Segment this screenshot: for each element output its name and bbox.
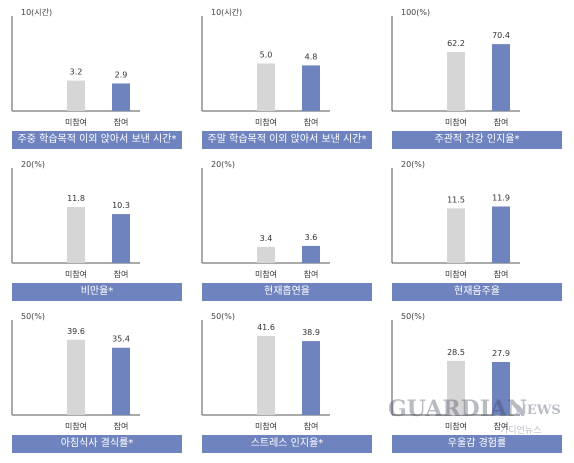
bar-chart: 50(%) 28.5 미참여 27.9 참여 (391, 312, 520, 431)
bar-participant (112, 347, 130, 415)
bar-value-label: 39.6 (67, 327, 85, 336)
category-label: 참여 (494, 421, 509, 431)
bar-value-label: 62.2 (447, 39, 465, 48)
y-axis-max-label: 20(%) (21, 160, 45, 169)
bar-value-label: 27.9 (492, 349, 510, 358)
bar-chart: 10(시간) 3.2 미참여 2.9 참여 (11, 7, 140, 127)
category-label: 미참여 (445, 117, 467, 127)
category-label: 참여 (494, 117, 509, 127)
bar-value-label: 11.5 (447, 195, 465, 204)
category-label: 참여 (114, 421, 129, 431)
bar-participant (492, 361, 510, 415)
bar-participant (302, 245, 320, 263)
bar-chart: 50(%) 41.6 미참여 38.9 참여 (201, 312, 330, 431)
bar-value-label: 35.4 (112, 335, 130, 344)
chart-title-banner: 아침식사 결식률* (12, 435, 182, 453)
y-axis-max-label: 50(%) (21, 312, 45, 321)
bar-nonparticipant (257, 246, 275, 263)
category-label: 참여 (114, 269, 129, 279)
bar-chart: 20(%) 11.8 미참여 10.3 참여 (11, 160, 140, 279)
bar-nonparticipant (447, 360, 465, 415)
bar-nonparticipant (447, 208, 465, 263)
chart-title-banner: 주말 학습목적 이외 앉아서 보낸 시간* (202, 131, 372, 149)
category-label: 참여 (304, 117, 319, 127)
bar-value-label: 38.9 (302, 328, 320, 337)
y-axis-max-label: 20(%) (401, 160, 425, 169)
y-axis-max-label: 50(%) (401, 312, 425, 321)
bar-value-label: 3.4 (260, 234, 273, 243)
bar-value-label: 3.2 (70, 68, 83, 77)
category-label: 미참여 (445, 269, 467, 279)
bar-participant (492, 44, 510, 112)
y-axis-max-label: 10(시간) (21, 7, 52, 17)
bar-nonparticipant (447, 51, 465, 111)
chart-title-banner: 스트레스 인지율* (202, 435, 372, 453)
bar-chart: 20(%) 11.5 미참여 11.9 참여 (391, 160, 520, 279)
y-axis-max-label: 100(%) (401, 8, 430, 17)
bar-participant (492, 206, 510, 263)
y-axis-max-label: 20(%) (211, 160, 235, 169)
bar-value-label: 70.4 (492, 31, 510, 40)
category-label: 미참여 (255, 421, 277, 431)
chart-title-banner: 현재음주율 (392, 283, 562, 301)
chart-title-banner: 주중 학습목적 이외 앉아서 보낸 시간* (12, 131, 182, 149)
bar-value-label: 11.8 (67, 194, 85, 203)
category-label: 미참여 (255, 269, 277, 279)
bar-value-label: 10.3 (112, 201, 130, 210)
category-label: 미참여 (445, 421, 467, 431)
chart-title-banner: 비만율* (12, 283, 182, 301)
bar-participant (302, 65, 320, 111)
bar-chart: 50(%) 39.6 미참여 35.4 참여 (11, 312, 140, 431)
bar-participant (112, 214, 130, 263)
category-label: 참여 (304, 269, 319, 279)
bar-participant (302, 341, 320, 415)
bar-nonparticipant (257, 63, 275, 111)
chart-title-banner: 우울감 경험률 (392, 435, 562, 453)
bar-chart: 10(시간) 5.0 미참여 4.8 참여 (201, 7, 330, 127)
bar-nonparticipant (67, 206, 85, 263)
category-label: 미참여 (255, 117, 277, 127)
bar-value-label: 4.8 (305, 52, 318, 61)
bar-value-label: 28.5 (447, 348, 465, 357)
bar-nonparticipant (67, 339, 85, 415)
bar-nonparticipant (257, 335, 275, 415)
bar-value-label: 5.0 (260, 51, 273, 60)
category-label: 참여 (494, 269, 509, 279)
category-label: 미참여 (65, 421, 87, 431)
bar-value-label: 41.6 (257, 323, 275, 332)
chart-title-banner: 주관적 건강 인지율* (392, 131, 562, 149)
bar-value-label: 2.9 (115, 70, 128, 79)
category-label: 참여 (114, 117, 129, 127)
category-label: 미참여 (65, 269, 87, 279)
bar-value-label: 3.6 (305, 233, 318, 242)
bar-nonparticipant (67, 80, 85, 111)
bar-chart: 20(%) 3.4 미참여 3.6 참여 (201, 160, 330, 279)
category-label: 미참여 (65, 117, 87, 127)
bar-participant (112, 83, 130, 111)
bar-chart: 100(%) 62.2 미참여 70.4 참여 (391, 8, 520, 127)
y-axis-max-label: 10(시간) (211, 7, 242, 17)
bar-value-label: 11.9 (492, 193, 510, 202)
y-axis-max-label: 50(%) (211, 312, 235, 321)
category-label: 참여 (304, 421, 319, 431)
chart-title-banner: 현재흡연율 (202, 283, 372, 301)
